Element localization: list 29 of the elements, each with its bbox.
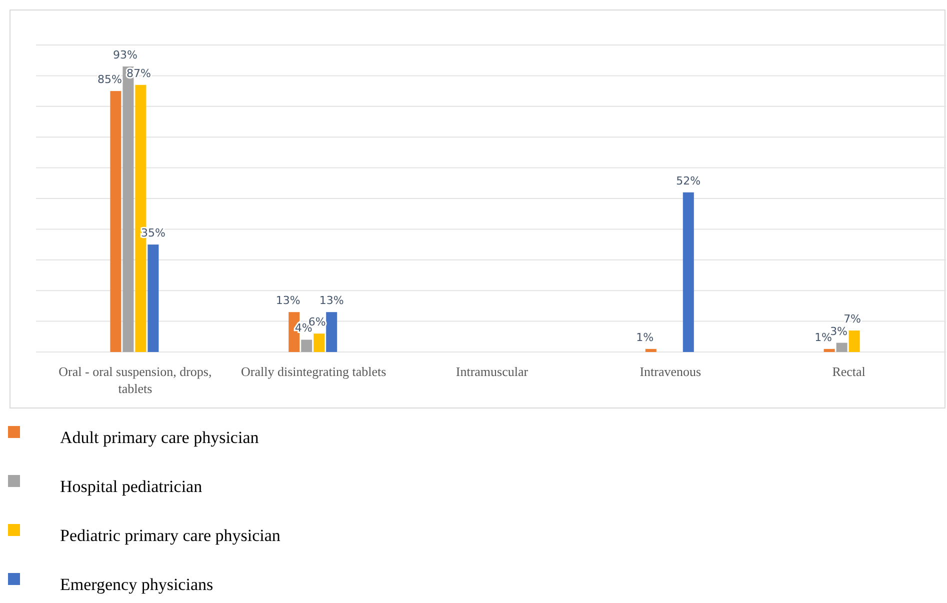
bar: [148, 244, 159, 352]
data-label: 93%: [112, 48, 138, 62]
x-tick-label: Oral - oral suspension, drops, tablets: [58, 364, 212, 396]
legend-label: Hospital pediatrician: [60, 477, 203, 496]
legend-label: Adult primary care physician: [60, 428, 260, 447]
x-tick-label: Intravenous: [640, 364, 702, 379]
legend-label: Pediatric primary care physician: [60, 526, 281, 545]
bar: [301, 340, 312, 352]
data-label: 13%: [319, 294, 344, 308]
data-label: 52%: [676, 174, 701, 188]
bar: [848, 330, 860, 352]
legend-label: Emergency physicians: [60, 575, 214, 594]
bar: [824, 348, 835, 352]
data-label: 85%: [97, 73, 122, 86]
data-label: 1%: [814, 330, 832, 344]
data-label: 1%: [636, 330, 654, 344]
bar: [326, 312, 338, 352]
x-tick-label: Rectal: [832, 364, 866, 379]
x-tick-label: Intramuscular: [456, 364, 529, 379]
bar: [110, 91, 122, 352]
bar: [682, 192, 694, 352]
data-label: 3%: [830, 324, 848, 338]
data-label: 13%: [276, 294, 300, 308]
data-label: 87%: [126, 66, 151, 80]
bar: [314, 334, 325, 352]
x-tick-label: Orally disintegrating tablets: [241, 364, 386, 379]
bar: [836, 342, 848, 352]
data-label: 7%: [844, 312, 862, 326]
bar: [645, 348, 656, 352]
